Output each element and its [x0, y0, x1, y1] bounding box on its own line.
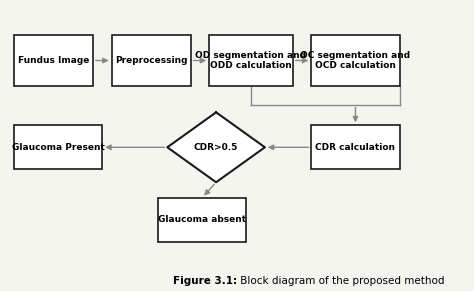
Text: OC segmentation and
OCD calculation: OC segmentation and OCD calculation — [301, 51, 410, 70]
FancyBboxPatch shape — [158, 198, 246, 242]
Text: Fundus Image: Fundus Image — [18, 56, 89, 65]
FancyBboxPatch shape — [14, 35, 93, 86]
Text: CDR calculation: CDR calculation — [316, 143, 395, 152]
Text: Figure 3.1:: Figure 3.1: — [173, 276, 237, 286]
FancyBboxPatch shape — [311, 35, 400, 86]
FancyBboxPatch shape — [111, 35, 191, 86]
FancyBboxPatch shape — [14, 125, 102, 169]
Text: Glaucoma absent: Glaucoma absent — [158, 215, 246, 224]
Text: OD segmentation and
ODD calculation: OD segmentation and ODD calculation — [195, 51, 306, 70]
Text: CDR>0.5: CDR>0.5 — [194, 143, 238, 152]
Text: Preprocessing: Preprocessing — [115, 56, 187, 65]
FancyBboxPatch shape — [311, 125, 400, 169]
FancyBboxPatch shape — [209, 35, 293, 86]
Text: Block diagram of the proposed method: Block diagram of the proposed method — [237, 276, 445, 286]
Polygon shape — [167, 112, 265, 182]
Text: Glaucoma Present: Glaucoma Present — [12, 143, 105, 152]
